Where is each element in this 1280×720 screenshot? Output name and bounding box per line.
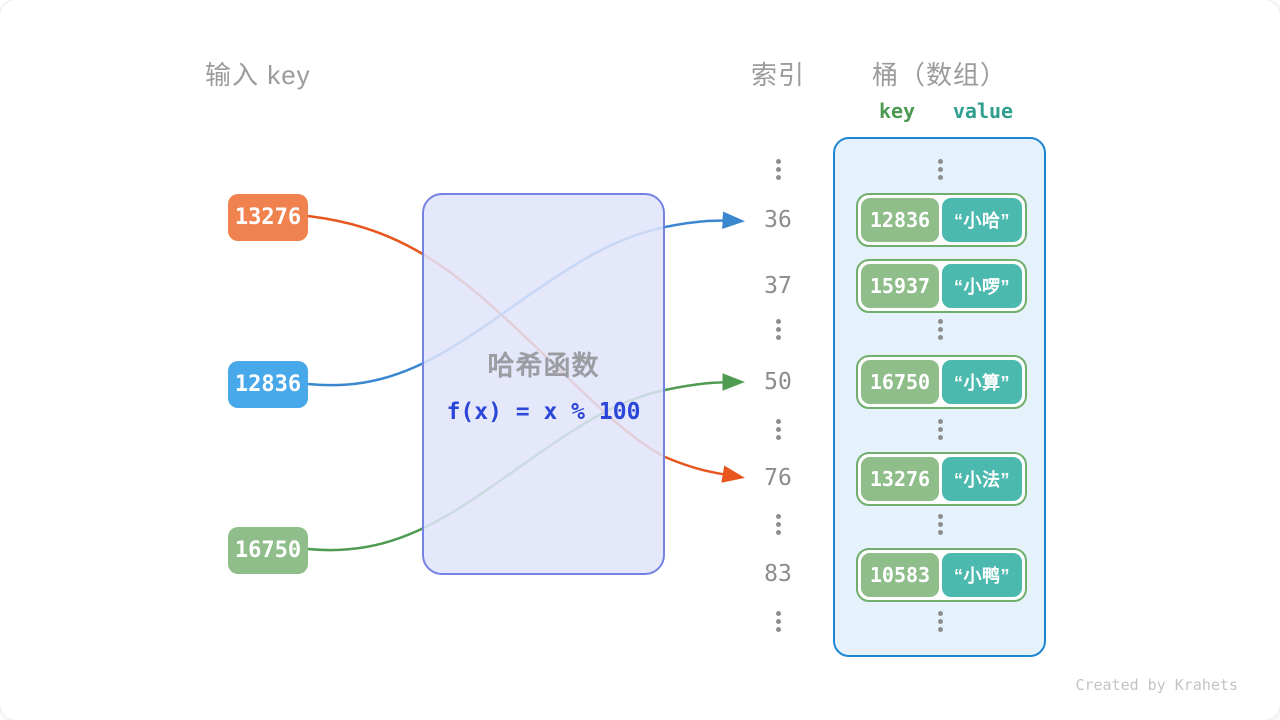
input-key-12836: 12836 [228,361,308,408]
ellipsis-icon [928,159,952,180]
input-key-13276: 13276 [228,194,308,241]
ellipsis-icon [766,159,790,180]
pair-value: “小鸭” [942,553,1022,597]
index-value-36: 36 [764,207,792,233]
pair-key: 12836 [861,198,939,242]
pair-key: 13276 [861,457,939,501]
ellipsis-icon [928,319,952,340]
index-value-37: 37 [764,273,792,299]
value-column-label: value [952,99,1014,123]
bucket-pair: 10583 “小鸭” [856,548,1027,602]
index-column-title: 索引 [750,60,805,90]
pair-value: “小算” [942,360,1022,404]
hash-function-box: 哈希函数 f(x) = x % 100 [422,193,665,575]
ellipsis-icon [928,611,952,632]
input-key-title: 输入 key [205,60,311,90]
credit-text: Created by Krahets [1075,676,1238,694]
pair-key: 16750 [861,360,939,404]
input-key-16750: 16750 [228,527,308,574]
ellipsis-icon [928,514,952,535]
ellipsis-icon [766,611,790,632]
bucket-array-title: 桶（数组） [871,60,1007,90]
bucket-pair: 12836 “小哈” [856,193,1027,247]
bucket-pair: 16750 “小算” [856,355,1027,409]
bucket-pair: 15937 “小啰” [856,259,1027,313]
ellipsis-icon [928,419,952,440]
pair-value: “小法” [942,457,1022,501]
index-value-50: 50 [764,369,792,395]
pair-key: 10583 [861,553,939,597]
key-column-label: key [878,99,916,123]
pair-key: 15937 [861,264,939,308]
index-value-76: 76 [764,465,792,491]
ellipsis-icon [766,419,790,440]
ellipsis-icon [766,514,790,535]
pair-value: “小哈” [942,198,1022,242]
bucket-pair: 13276 “小法” [856,452,1027,506]
index-value-83: 83 [764,561,792,587]
hash-function-formula: f(x) = x % 100 [446,398,641,425]
pair-value: “小啰” [942,264,1022,308]
ellipsis-icon [766,319,790,340]
hash-function-title: 哈希函数 [487,350,600,381]
